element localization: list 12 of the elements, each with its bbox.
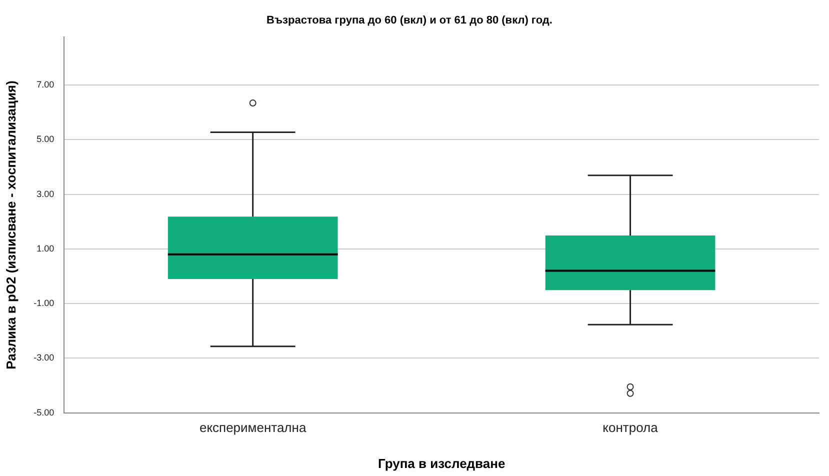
x-tick-label: контрола: [602, 420, 659, 436]
x-axis-title: Група в изследване: [378, 456, 506, 471]
y-tick-label: 3.00: [36, 188, 54, 199]
y-tick-label: 5.00: [36, 134, 54, 144]
y-tick-label: 1.00: [36, 243, 54, 254]
chart-title: Възрастова група до 60 (вкл) и от 61 до 80 (вкл) год.: [266, 14, 552, 27]
y-tick-label: 7.00: [36, 79, 54, 90]
y-tick-label: -5.00: [34, 407, 54, 418]
y-tick-label: -3.00: [34, 352, 54, 363]
y-tick-label: -1.00: [34, 298, 54, 308]
y-axis-title: Разлика в pO2 (изписване - хоспитализация): [3, 80, 18, 370]
x-tick-label: експериментална: [199, 420, 307, 436]
